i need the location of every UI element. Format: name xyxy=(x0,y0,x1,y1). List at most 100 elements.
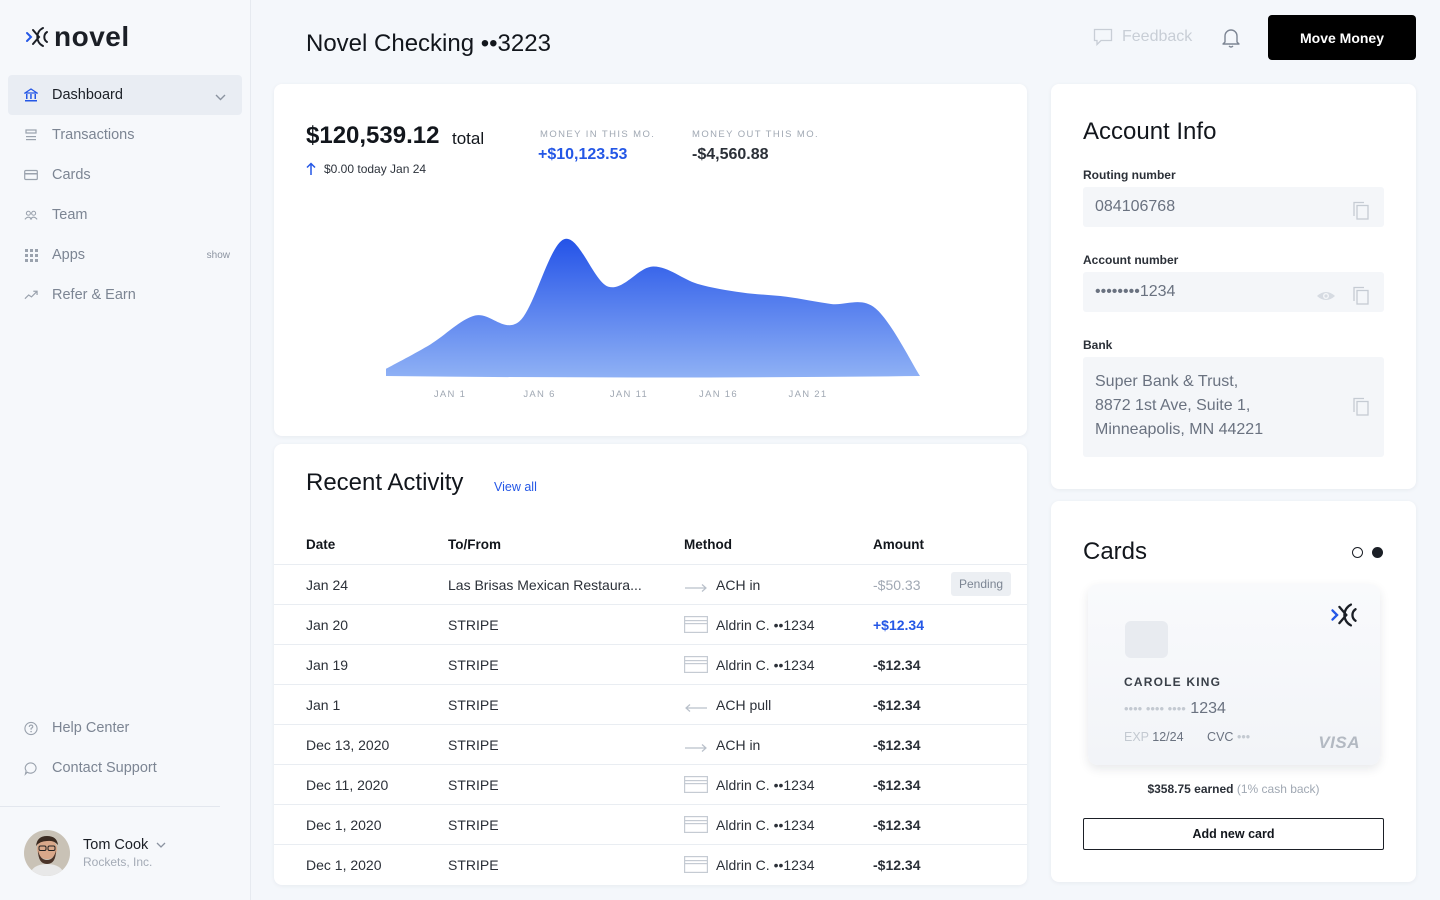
move-money-button[interactable]: Move Money xyxy=(1268,15,1416,60)
cards-card: Cards CAROLE KING •••• •••• •••• 1234 EX… xyxy=(1051,501,1416,882)
row-amount: -$50.33 xyxy=(873,577,921,593)
status-badge: Pending xyxy=(951,572,1012,596)
sidebar-item-contact-support[interactable]: Contact Support xyxy=(8,748,242,788)
apps-show-toggle[interactable]: show xyxy=(206,249,230,261)
carousel-dot-active[interactable] xyxy=(1372,547,1383,558)
routing-number-field[interactable]: 084106768 xyxy=(1083,187,1384,227)
card-icon xyxy=(684,776,708,796)
sidebar-item-transactions[interactable]: Transactions xyxy=(8,115,242,155)
carousel-dot[interactable] xyxy=(1352,547,1363,558)
credit-card[interactable]: CAROLE KING •••• •••• •••• 1234 EXP 12/2… xyxy=(1088,584,1380,765)
bell-icon xyxy=(1222,29,1240,48)
support-nav: Help Center Contact Support xyxy=(8,708,242,788)
grid-icon xyxy=(24,248,38,262)
table-row[interactable]: Jan 1 STRIPE ACH pull -$12.34 xyxy=(274,684,1027,724)
cvc-label: CVC xyxy=(1207,730,1234,744)
balance-area-series xyxy=(386,238,920,378)
user-name: Tom Cook xyxy=(83,837,166,853)
recent-activity-title: Recent Activity xyxy=(306,469,464,496)
card-holder: CAROLE KING xyxy=(1124,675,1222,689)
today-change: $0.00 today Jan 24 xyxy=(306,162,426,176)
card-number-mask: •••• •••• •••• xyxy=(1124,701,1186,716)
copy-icon[interactable] xyxy=(1352,197,1370,237)
arrow-right-icon xyxy=(684,740,708,756)
table-row[interactable]: Dec 1, 2020 STRIPE Aldrin C. ••1234 -$12.34 xyxy=(274,844,1027,884)
account-number-value: ••••••••1234 xyxy=(1095,283,1176,300)
copy-icon[interactable] xyxy=(1352,282,1370,322)
row-to-from: STRIPE xyxy=(448,697,499,713)
arrow-right-icon xyxy=(684,580,708,596)
sidebar: novel Dashboard Transactions Cards xyxy=(0,0,251,900)
row-to-from: STRIPE xyxy=(448,817,499,833)
column-header-method[interactable]: Method xyxy=(684,537,732,552)
page-title: Novel Checking ••3223 xyxy=(306,30,551,57)
copy-icon[interactable] xyxy=(1352,397,1370,425)
help-icon xyxy=(24,721,38,735)
logo[interactable]: novel xyxy=(24,22,130,52)
card-number: •••• •••• •••• 1234 xyxy=(1124,700,1226,718)
row-date: Jan 20 xyxy=(306,617,349,633)
view-all-link[interactable]: View all xyxy=(494,480,537,494)
row-amount: -$12.34 xyxy=(873,857,921,873)
bank-line: Minneapolis, MN 44221 xyxy=(1095,421,1264,438)
card-expiry: EXP 12/24 CVC ••• xyxy=(1124,730,1250,744)
row-date: Dec 1, 2020 xyxy=(306,817,382,833)
activity-table: Jan 24 Las Brisas Mexican Restaura... ACH … xyxy=(274,564,1027,884)
row-amount: -$12.34 xyxy=(873,737,921,753)
row-method: ACH in xyxy=(716,577,761,593)
card-chip xyxy=(1125,621,1168,658)
card-icon xyxy=(24,168,38,182)
x-tick-label: JAN 11 xyxy=(610,389,648,400)
row-date: Jan 1 xyxy=(306,697,341,713)
sidebar-item-apps[interactable]: Apps show xyxy=(8,235,242,275)
chevron-down-icon[interactable] xyxy=(215,89,226,105)
chevron-down-icon[interactable] xyxy=(156,842,166,848)
user-org: Rockets, Inc. xyxy=(83,855,153,869)
column-header-amount[interactable]: Amount xyxy=(873,537,924,552)
novel-logo-icon xyxy=(26,27,48,47)
sidebar-item-label: Dashboard xyxy=(52,87,123,103)
row-method: Aldrin C. ••1234 xyxy=(716,817,815,833)
table-row[interactable]: Jan 24 Las Brisas Mexican Restaura... ACH … xyxy=(274,564,1027,604)
row-to-from: STRIPE xyxy=(448,857,499,873)
eye-icon[interactable] xyxy=(1316,282,1336,322)
sidebar-item-label: Team xyxy=(52,207,88,223)
sidebar-item-refer-earn[interactable]: Refer & Earn xyxy=(8,275,242,315)
user-menu[interactable]: Tom Cook Rockets, Inc. xyxy=(24,830,166,876)
row-amount: -$12.34 xyxy=(873,697,921,713)
feedback-button[interactable]: Feedback xyxy=(1093,28,1192,46)
sidebar-item-label: Help Center xyxy=(52,720,130,736)
balance-card: $120,539.12 total $0.00 today Jan 24 MON… xyxy=(274,84,1027,436)
bank-field[interactable]: Super Bank & Trust, 8872 1st Ave, Suite … xyxy=(1083,357,1384,457)
card-icon xyxy=(684,856,708,876)
account-number-field[interactable]: ••••••••1234 xyxy=(1083,272,1384,312)
sidebar-divider xyxy=(0,806,220,807)
account-info-title: Account Info xyxy=(1083,118,1217,145)
list-icon xyxy=(24,128,38,142)
table-row[interactable]: Dec 1, 2020 STRIPE Aldrin C. ••1234 -$12.34 xyxy=(274,804,1027,844)
main-nav: Dashboard Transactions Cards Team xyxy=(8,75,242,315)
table-row[interactable]: Jan 19 STRIPE Aldrin C. ••1234 -$12.34 xyxy=(274,644,1027,684)
sidebar-item-label: Cards xyxy=(52,167,91,183)
column-header-to-from[interactable]: To/From xyxy=(448,537,501,552)
cvc-value: ••• xyxy=(1236,730,1251,744)
sidebar-item-cards[interactable]: Cards xyxy=(8,155,242,195)
money-out-value: -$4,560.88 xyxy=(692,146,769,163)
column-header-date[interactable]: Date xyxy=(306,537,336,552)
cashback-earned: $358.75 earned (1% cash back) xyxy=(1051,782,1416,796)
row-to-from: STRIPE xyxy=(448,737,499,753)
notifications-button[interactable] xyxy=(1221,27,1241,54)
table-row[interactable]: Dec 11, 2020 STRIPE Aldrin C. ••1234 -$12.3… xyxy=(274,764,1027,804)
card-icon xyxy=(684,656,708,676)
row-amount: -$12.34 xyxy=(873,777,921,793)
sidebar-item-team[interactable]: Team xyxy=(8,195,242,235)
earned-amount: $358.75 earned xyxy=(1147,782,1234,796)
sidebar-item-help-center[interactable]: Help Center xyxy=(8,708,242,748)
feedback-icon xyxy=(1093,28,1113,46)
team-icon xyxy=(24,208,38,222)
table-row[interactable]: Jan 20 STRIPE Aldrin C. ••1234 +$12.34 xyxy=(274,604,1027,644)
sidebar-item-dashboard[interactable]: Dashboard xyxy=(8,75,242,115)
money-in-label: MONEY IN THIS MO. xyxy=(540,129,656,140)
add-new-card-button[interactable]: Add new card xyxy=(1083,818,1384,850)
table-row[interactable]: Dec 13, 2020 STRIPE ACH in -$12.34 xyxy=(274,724,1027,764)
